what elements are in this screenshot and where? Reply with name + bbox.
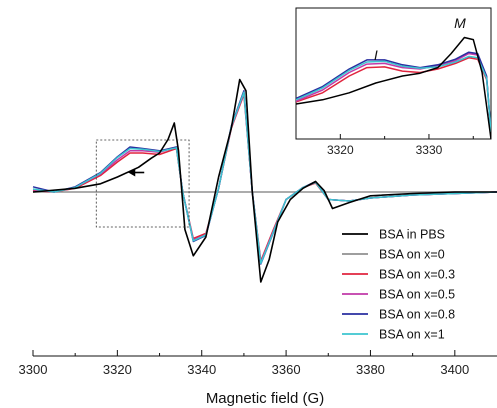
x-tick-label: 3360: [272, 362, 301, 377]
inset-x-tick-label: 3320: [327, 143, 354, 157]
main-series-group: [32, 78, 497, 283]
legend-label: BSA on x=0: [379, 248, 445, 262]
zoom-region-box: [95, 139, 190, 228]
inset-annotation-m: M: [454, 15, 466, 31]
arrow-marker: [128, 168, 145, 177]
x-axis-title: Magnetic field (G): [206, 390, 324, 407]
x-tick-label: 3300: [19, 362, 48, 377]
legend-label: BSA on x=0.8: [379, 308, 455, 322]
inset-chart: 3320 3330 I M: [295, 7, 492, 157]
legend-label: BSA in PBS: [379, 228, 445, 242]
x-tick-label: 3380: [356, 362, 385, 377]
legend-label: BSA on x=0.3: [379, 268, 455, 282]
arrow-head: [128, 168, 136, 177]
x-axis: 3300 3320 3340 3360 3380 3400: [19, 350, 497, 377]
inset-frame: [295, 7, 492, 140]
legend-label: BSA on x=0.5: [379, 288, 455, 302]
inset-line-bsa-in-pbs: [296, 36, 491, 139]
inset-annotation-i: I: [374, 47, 378, 63]
legend-label: BSA on x=1: [379, 328, 445, 342]
x-tick-label: 3340: [187, 362, 216, 377]
legend: BSA in PBS BSA on x=0 BSA on x=0.3 BSA on x…: [342, 228, 455, 342]
inset-series-group: [296, 36, 491, 139]
inset-x-tick-label: 3330: [416, 143, 443, 157]
x-tick-label: 3400: [440, 362, 469, 377]
x-tick-label: 3320: [103, 362, 132, 377]
series-line-bsa-in-pbs: [32, 78, 497, 283]
